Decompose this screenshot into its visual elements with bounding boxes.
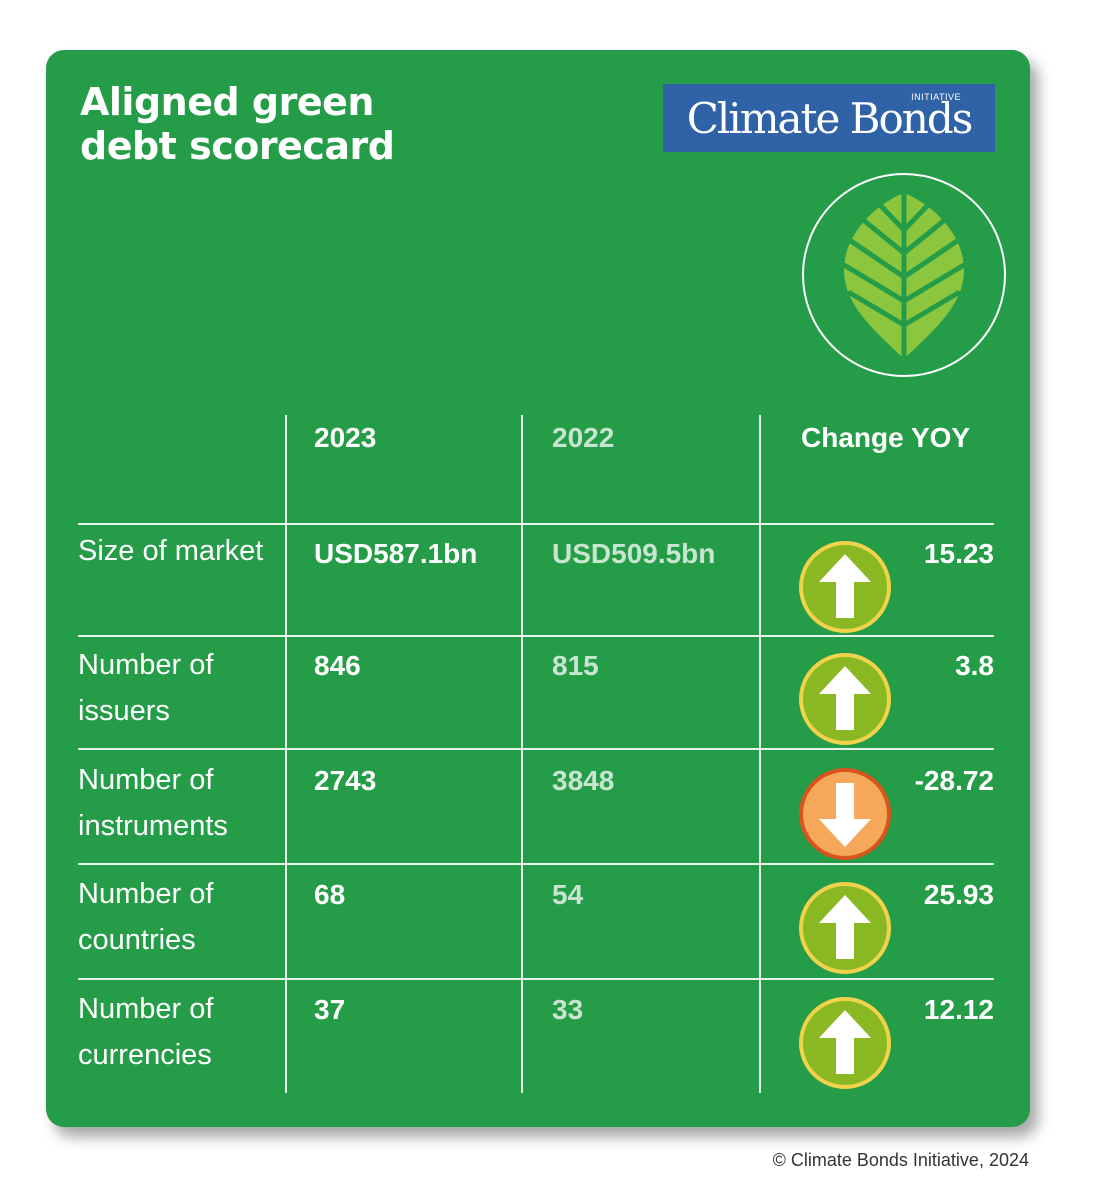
- change-value: -28.72: [914, 765, 994, 796]
- value-2022: 54: [552, 879, 584, 910]
- value-2023: 2743: [314, 765, 377, 796]
- arrow-up-icon: [799, 882, 891, 974]
- arrow-up-icon: [799, 997, 891, 1089]
- change-value: 3.8: [955, 650, 994, 681]
- row-divider: [78, 748, 994, 750]
- row-label: Number of currencies: [78, 993, 214, 1071]
- value-2023: USD587.1bn: [314, 538, 478, 569]
- column-divider: [285, 415, 287, 1093]
- value-2022: 33: [552, 994, 584, 1025]
- header-2022: 2022: [552, 422, 615, 453]
- scorecard-title: Aligned green debt scorecard: [80, 80, 395, 168]
- row-label: Number of instruments: [78, 764, 228, 842]
- change-value: 15.23: [923, 538, 994, 569]
- copyright-credit: © Climate Bonds Initiative, 2024: [772, 1150, 1029, 1170]
- value-2022: USD509.5bn: [552, 538, 716, 569]
- header-2023: 2023: [314, 422, 377, 453]
- column-divider: [759, 415, 761, 1093]
- arrow-down-icon: [799, 768, 891, 860]
- row-label: Number of countries: [78, 878, 214, 956]
- value-2022: 815: [552, 650, 599, 681]
- column-divider: [521, 415, 523, 1093]
- row-label: Size of market: [78, 535, 264, 567]
- arrow-up-icon: [799, 653, 891, 745]
- row-divider: [78, 635, 994, 637]
- logo-main-text: Climate Bonds: [686, 94, 974, 143]
- climate-bonds-logo: INITIATIVE Climate Bonds: [663, 84, 995, 152]
- row-label: Number of issuers: [78, 649, 214, 727]
- leaf-emblem: [802, 173, 1006, 377]
- header-change-yoy: Change YOY: [801, 422, 971, 453]
- row-divider: [78, 863, 994, 865]
- change-value: 12.12: [923, 994, 994, 1025]
- value-2023: 37: [314, 994, 346, 1025]
- arrow-up-icon: [799, 541, 891, 633]
- row-divider: [78, 978, 994, 980]
- value-2023: 846: [314, 650, 361, 681]
- value-2022: 3848: [552, 765, 615, 796]
- change-value: 25.93: [923, 879, 994, 910]
- logo-initiative-text: INITIATIVE: [911, 92, 961, 102]
- leaf-icon: [841, 192, 967, 364]
- row-divider: [78, 523, 994, 525]
- value-2023: 68: [314, 879, 346, 910]
